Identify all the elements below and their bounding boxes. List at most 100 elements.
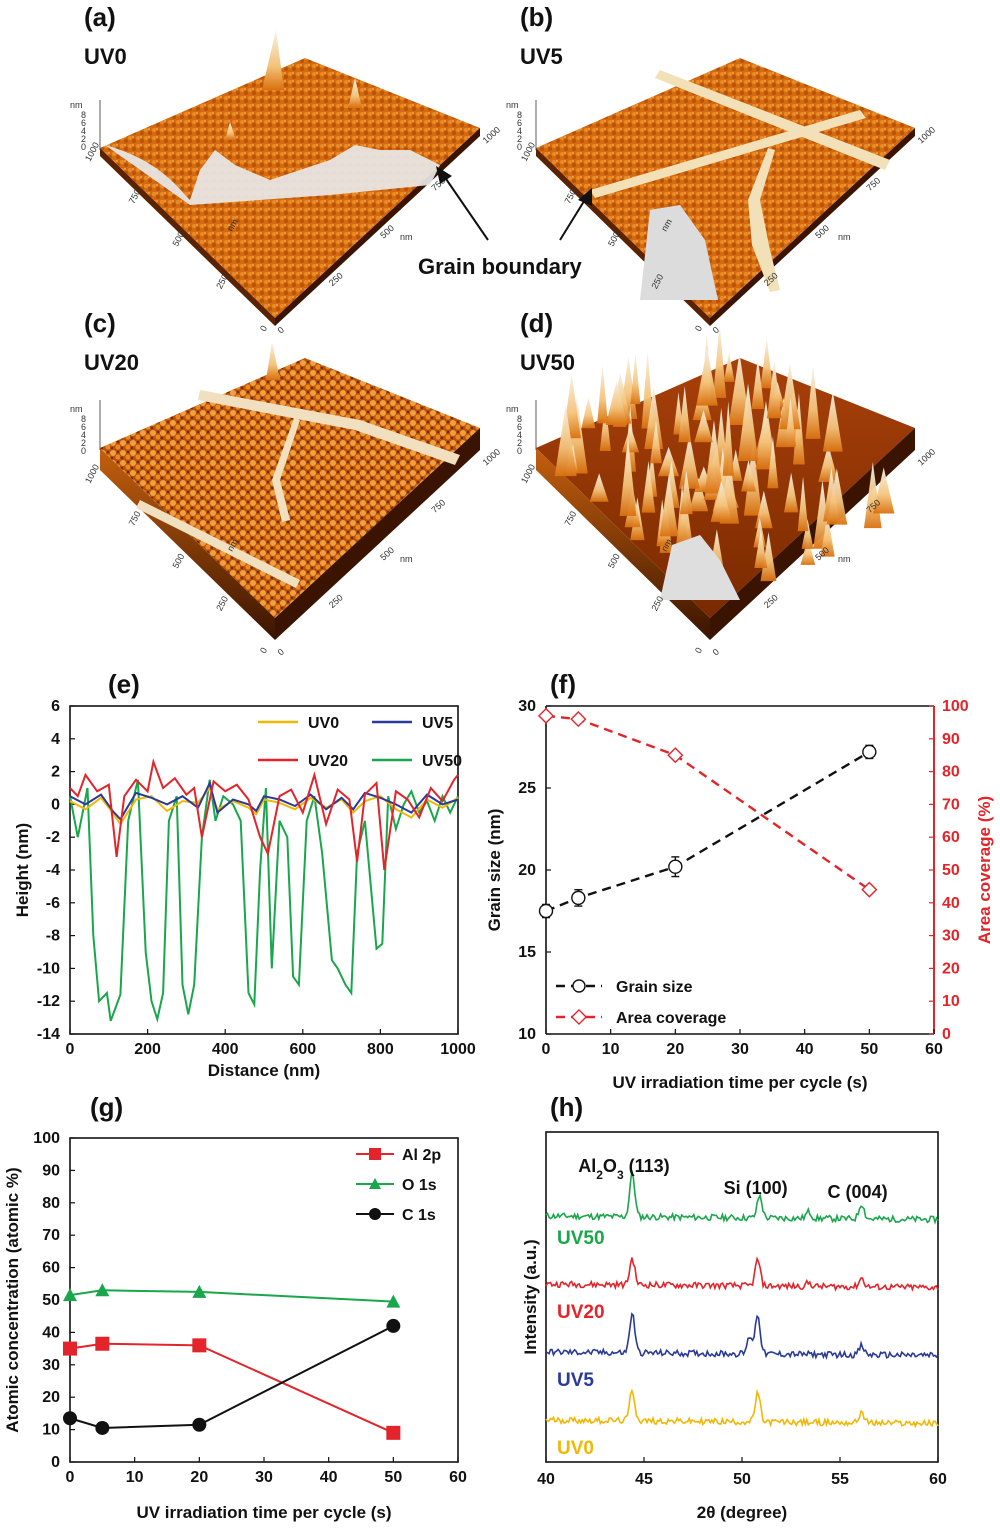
afm-surface <box>100 358 480 618</box>
z-tick-label: 0 <box>81 142 86 152</box>
x-tick-label: 200 <box>134 1041 161 1058</box>
y-axis-label: Grain size (nm) <box>485 809 504 932</box>
y-axis-label: Height (nm) <box>13 823 32 917</box>
z-tick-label: 0 <box>81 446 86 456</box>
y2-tick-label: 60 <box>942 829 960 846</box>
grain-boundary-label: Grain boundary <box>418 254 583 279</box>
z-tick-label: 6 <box>81 118 86 128</box>
afm-label-uv5: UV5 <box>520 44 563 69</box>
grain-boundary-ridge <box>590 110 866 198</box>
axis-tick-label: 250 <box>327 592 345 609</box>
afm-spike <box>797 476 809 532</box>
y-tick-label: 4 <box>51 731 60 748</box>
afm-spike <box>659 473 679 537</box>
y-tick-label: -2 <box>46 829 60 846</box>
axis-unit: nm <box>400 554 413 564</box>
x-tick-label: 60 <box>929 1471 947 1488</box>
x-tick-label: 30 <box>731 1041 749 1058</box>
grain-boundary-ridge <box>198 390 460 465</box>
y-tick-label: 0 <box>51 796 60 813</box>
afm-spike <box>605 380 628 426</box>
axis-tick-label: 0 <box>711 647 721 658</box>
axis-unit: nm <box>838 554 851 564</box>
afm-spike <box>650 420 662 464</box>
legend-label: UV50 <box>422 753 462 770</box>
legend-marker <box>570 1008 588 1026</box>
y2-tick-label: 90 <box>942 731 960 748</box>
afm-spike <box>712 323 727 398</box>
y-tick-label: 40 <box>42 1324 60 1341</box>
marker-al-2p <box>192 1338 207 1353</box>
y-tick-label: 20 <box>518 862 536 879</box>
afm-spike <box>767 436 779 489</box>
axis-tick-label: 1000 <box>916 447 938 468</box>
y-tick-label: 20 <box>42 1389 60 1406</box>
y2-tick-label: 20 <box>942 960 960 977</box>
legend-label: Area coverage <box>616 1010 726 1027</box>
afm-peak <box>266 342 280 380</box>
y-tick-label: 50 <box>42 1292 60 1309</box>
z-tick-label: 6 <box>517 422 522 432</box>
afm-label-uv0: UV0 <box>84 44 127 69</box>
axis-tick-label: 1000 <box>481 447 503 468</box>
afm-spike <box>621 425 640 453</box>
afm-spike <box>753 517 766 548</box>
panel-letter-b: (b) <box>520 2 553 32</box>
x-axis-label: UV irradiation time per cycle (s) <box>136 1503 391 1522</box>
marker-grain-size <box>538 903 554 919</box>
afm-spike <box>723 352 735 382</box>
axis-tick-label: 0 <box>258 324 269 333</box>
x-tick-label: 20 <box>190 1469 208 1486</box>
x-axis-label: Distance (nm) <box>208 1061 320 1080</box>
y-tick-label: 0 <box>51 1454 60 1471</box>
y-tick-label: -8 <box>46 928 60 945</box>
marker-grain-size <box>668 859 683 874</box>
z-tick-label: 2 <box>81 134 86 144</box>
arrow-line <box>559 197 587 241</box>
x-tick-label: 50 <box>860 1041 878 1058</box>
peak-label-al2o3: Al2O3 (113) <box>578 1156 669 1182</box>
y-tick-label: 100 <box>33 1130 60 1147</box>
x-tick-label: 30 <box>255 1469 273 1486</box>
trace-label-uv5: UV5 <box>557 1370 594 1391</box>
z-tick-label: 6 <box>81 422 86 432</box>
afm-spike <box>710 480 733 522</box>
series-line-o-1s <box>69 1289 394 1303</box>
z-tick-label: 6 <box>517 118 522 128</box>
panel-letter-h: (h) <box>550 1092 583 1122</box>
y2-tick-label: 40 <box>942 895 960 912</box>
xrd-trace-uv0 <box>545 1388 939 1429</box>
z-tick-label: 8 <box>81 110 86 120</box>
afm-spike <box>619 437 637 517</box>
axis-tick-label: 750 <box>562 509 578 527</box>
afm-spike <box>826 468 848 525</box>
panel-letter-f: (f) <box>550 669 576 699</box>
axis-tick-label: 0 <box>693 324 704 333</box>
afm-spike <box>678 434 700 489</box>
series-line-uv50 <box>69 779 459 1024</box>
marker-c-1s <box>386 1318 401 1333</box>
y2-tick-label: 50 <box>942 862 960 879</box>
y2-tick-label: 70 <box>942 796 960 813</box>
chart-e: 0 200 400 600 800 1000 -14 -12 -10 -8 -6 -4 -2 0 2 4 6 Di… <box>13 698 476 1080</box>
afm-spike <box>779 362 801 430</box>
afm-spike <box>737 383 759 462</box>
legend-label: UV20 <box>308 753 348 770</box>
x-tick-label: 55 <box>831 1471 849 1488</box>
x-tick-label: 50 <box>733 1471 751 1488</box>
afm-side-right <box>710 428 915 640</box>
y-tick-label: 15 <box>518 944 536 961</box>
z-tick-label: 0 <box>517 142 522 152</box>
afm-spike <box>743 440 763 516</box>
x-tick-label: 800 <box>367 1041 394 1058</box>
y-tick-label: 10 <box>518 1026 536 1043</box>
y-tick-label: -10 <box>37 960 60 977</box>
y-axis-label: Atomic concentration (atomic %) <box>3 1167 22 1432</box>
legend-marker <box>369 1178 381 1189</box>
axis-tick-label: 1000 <box>519 463 537 485</box>
legend-marker <box>369 1148 381 1160</box>
series-line-uv20 <box>69 758 459 871</box>
z-tick-label: 4 <box>81 126 86 136</box>
